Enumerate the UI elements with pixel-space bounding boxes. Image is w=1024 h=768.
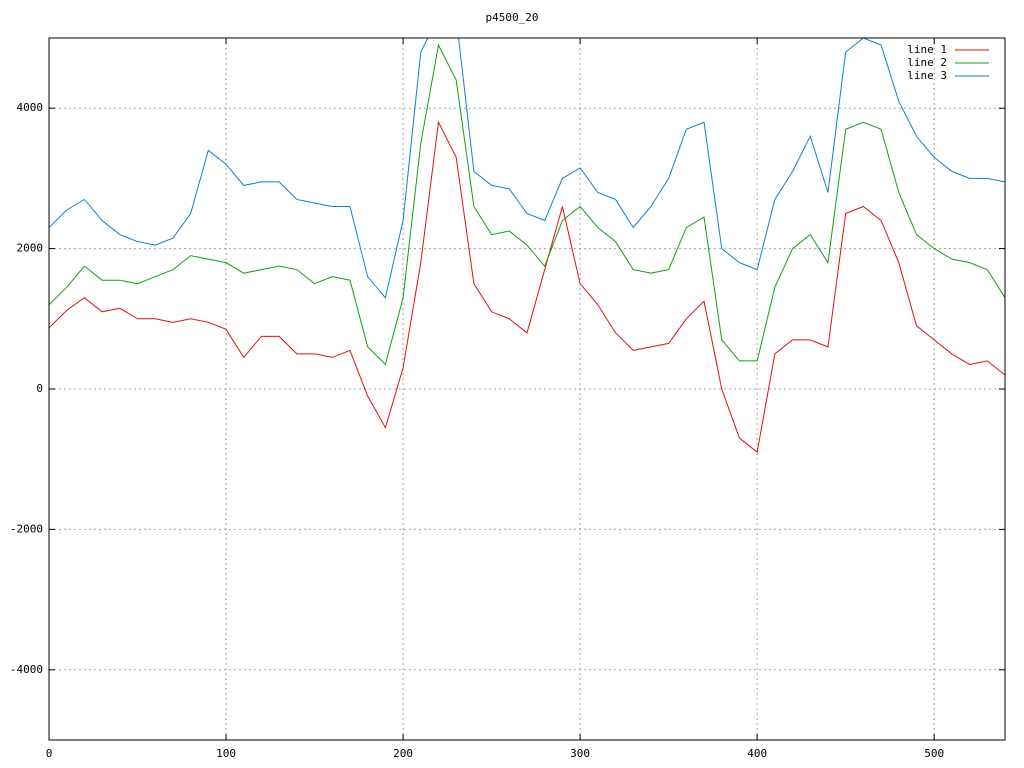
plot-border (48, 37, 1006, 741)
data-line (49, 120, 1005, 454)
lines (49, 38, 1005, 454)
data-line (49, 38, 1005, 299)
x-tick-label: 400 (747, 747, 767, 760)
legend-label: line 2 (907, 56, 947, 69)
x-tick-label: 0 (46, 747, 53, 760)
y-tick-label: -2000 (10, 522, 43, 535)
x-tick-label: 200 (393, 747, 413, 760)
y-tick-label: 0 (36, 382, 43, 395)
y-tick-label: -4000 (10, 663, 43, 676)
legend-label: line 3 (907, 69, 947, 82)
legend-label: line 1 (907, 43, 947, 56)
x-tick-label: 300 (570, 747, 590, 760)
x-tick-label: 100 (216, 747, 236, 760)
data-line (49, 43, 1005, 366)
chart-title: p4500_20 (486, 11, 539, 24)
y-tick-label: 2000 (17, 242, 44, 255)
y-tick-label: 4000 (17, 101, 44, 114)
x-tick-label: 500 (924, 747, 944, 760)
